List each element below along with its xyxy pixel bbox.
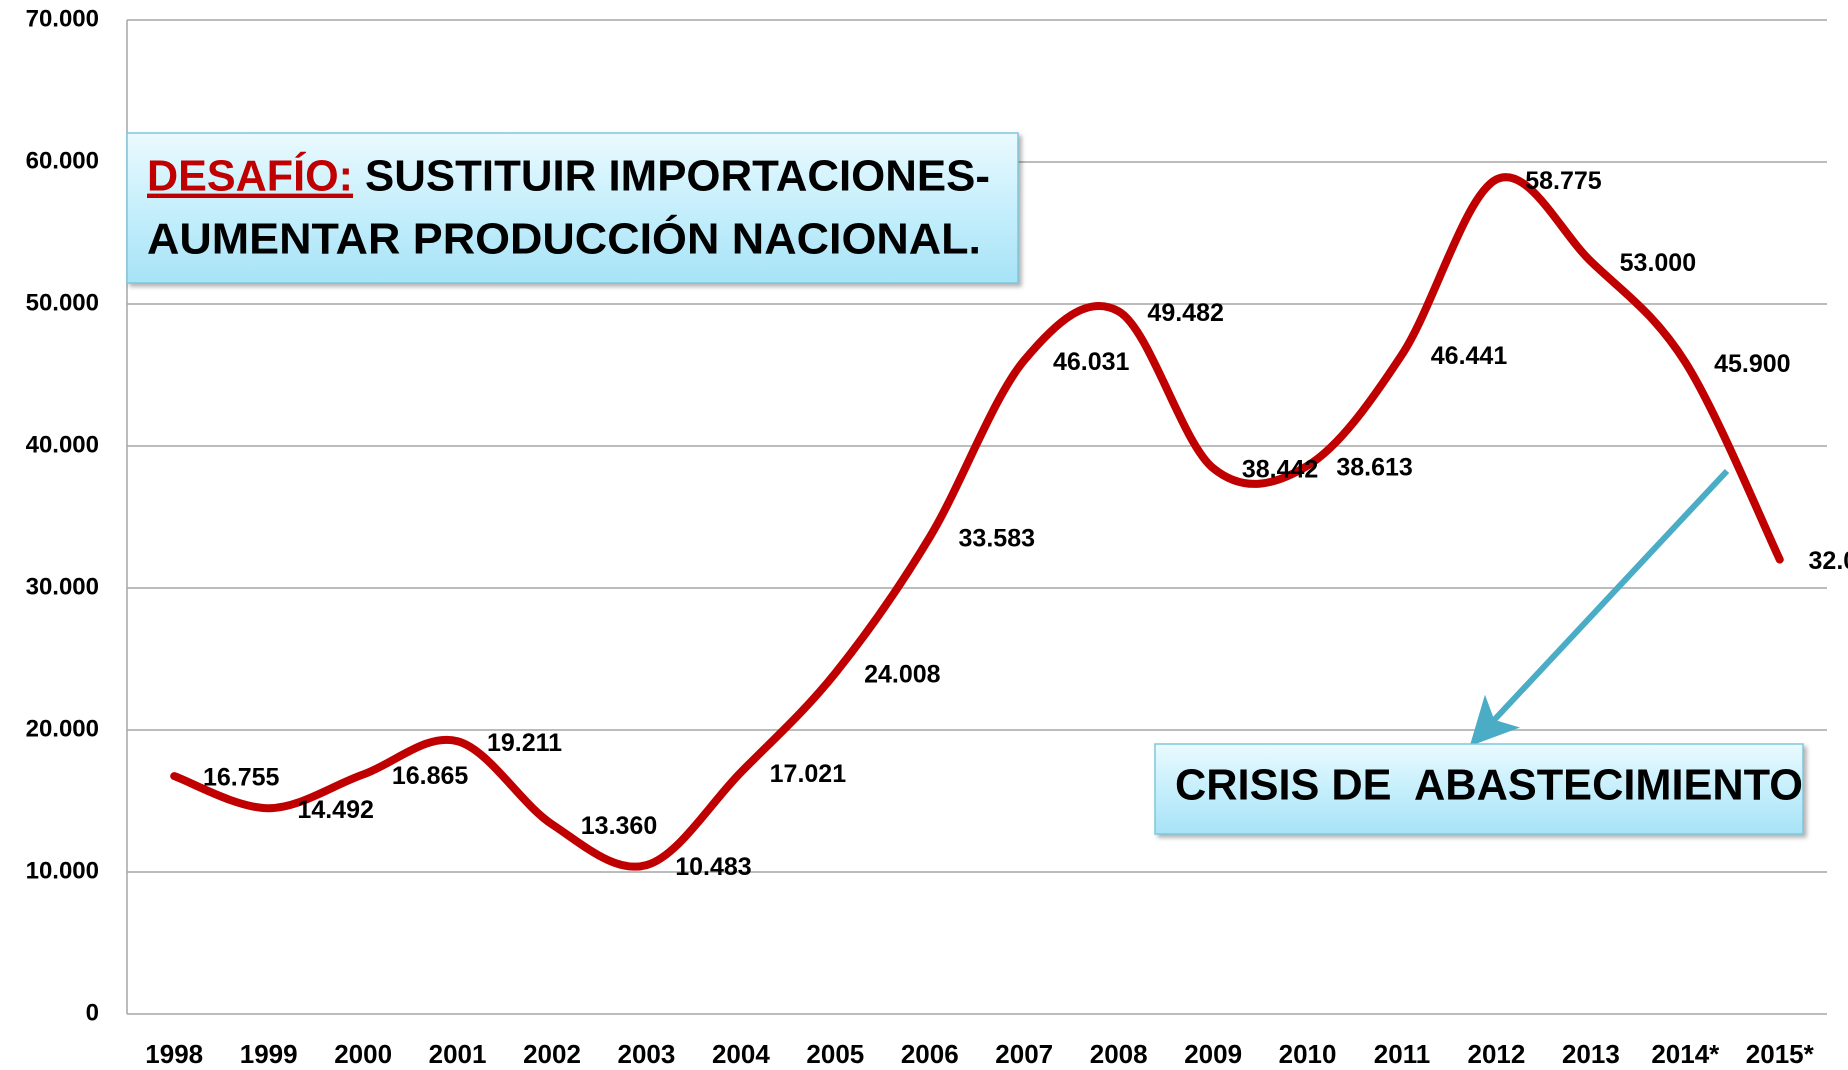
y-tick-label: 60.000 <box>26 147 99 174</box>
data-label: 14.492 <box>297 796 373 824</box>
callout-line: SUSTITUIR IMPORTACIONES- <box>365 152 990 201</box>
data-label: 10.483 <box>675 853 751 881</box>
data-label: 13.360 <box>581 812 657 840</box>
plot: 1998 1999 2000 2001 2002 2003 2004 2005 2006 2007… <box>145 167 1848 1069</box>
x-tick-label: 2011 <box>1374 1039 1430 1069</box>
data-label: 33.583 <box>959 525 1035 553</box>
x-tick-label: 2010 <box>1279 1039 1337 1069</box>
data-label: 38.442 <box>1242 456 1318 484</box>
y-tick-label: 10.000 <box>26 857 99 884</box>
y-tick-label: 30.000 <box>26 573 99 600</box>
x-tick-label: 2007 <box>995 1039 1053 1069</box>
x-tick-label: 2004 <box>712 1039 770 1069</box>
x-tick-label: 2001 <box>429 1039 487 1069</box>
callout: DESAFÍO: SUSTITUIR IMPORTACIONES- AUMENT… <box>126 132 1019 284</box>
data-label: 24.008 <box>864 661 941 689</box>
y-tick-label: 40.000 <box>26 431 99 458</box>
callout2: CRISIS DE ABASTECIMIENTO <box>1154 468 1804 835</box>
data-label: 16.755 <box>203 764 280 792</box>
data-label: 49.482 <box>1147 299 1223 327</box>
grid: 0 10.000 20.000 30.000 40.000 50.000 60.000 70.… <box>26 5 1827 1026</box>
callout2-box <box>1154 743 1804 835</box>
x-tick-label: 2002 <box>523 1039 581 1069</box>
callout-line: AUMENTAR PRODUCCIÓN NACIONAL. <box>147 214 981 264</box>
x-tick-label: 1998 <box>145 1039 203 1069</box>
y-tick-label: 20.000 <box>26 715 99 742</box>
x-tick-label: 2006 <box>901 1039 959 1069</box>
data-label: 17.021 <box>770 760 847 788</box>
line <box>170 173 1784 871</box>
arrow <box>1469 468 1730 747</box>
data-label: 19.211 <box>487 729 562 757</box>
y-tick-label: 70.000 <box>26 5 99 32</box>
x-tick-label: 2014* <box>1651 1039 1720 1069</box>
callout-box <box>126 132 1019 284</box>
x-tick-label: 2012 <box>1468 1039 1526 1069</box>
x-tick-label: 2009 <box>1184 1039 1242 1069</box>
x-tick-label: 2008 <box>1090 1039 1148 1069</box>
x-tick-label: 2000 <box>334 1039 392 1069</box>
x-tick-label: 2005 <box>806 1039 864 1069</box>
callout-label: DESAFÍO: <box>147 151 353 201</box>
data-label: 38.613 <box>1336 453 1412 481</box>
y-tick-label: 0 <box>86 999 99 1026</box>
x-tick-label: 2003 <box>618 1039 676 1069</box>
data-label: 58.775 <box>1525 167 1602 195</box>
callout2-text: CRISIS DE ABASTECIMIENTO <box>1175 761 1803 810</box>
data-label: 32.000 <box>1809 547 1848 575</box>
x-tick-label: 1999 <box>240 1039 298 1069</box>
data-label: 16.865 <box>392 762 469 790</box>
y-tick-label: 50.000 <box>26 289 99 316</box>
data-label: 45.900 <box>1714 350 1790 378</box>
x-tick-label: 2013 <box>1562 1039 1620 1069</box>
data-label: 53.000 <box>1620 249 1696 277</box>
x-tick-label: 2015* <box>1746 1039 1815 1069</box>
data-label: 46.441 <box>1431 342 1508 370</box>
data-label: 46.031 <box>1053 348 1130 376</box>
